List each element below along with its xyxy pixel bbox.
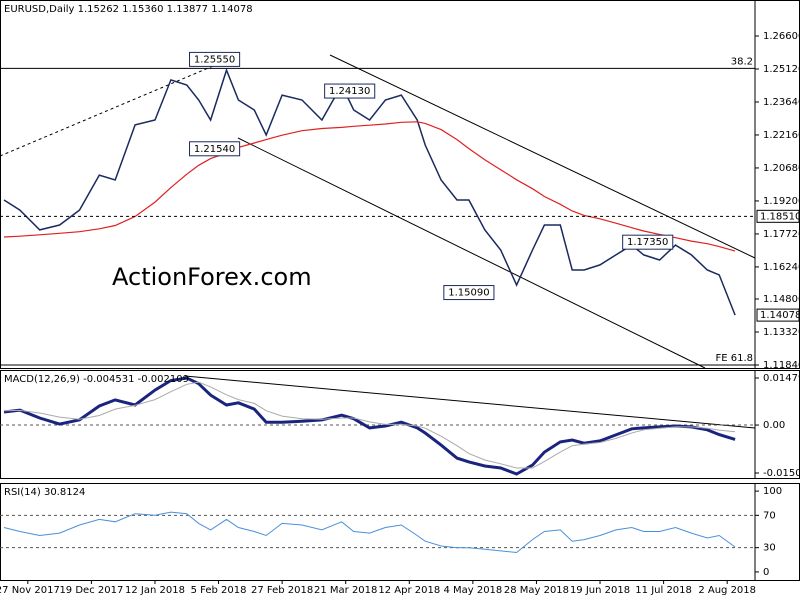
x-tick-label: 12 Jan 2018 <box>125 585 185 596</box>
x-tick-label: 19 Dec 2017 <box>59 585 123 596</box>
annotation-box <box>622 234 674 250</box>
y-tick-label: 1.16240 <box>763 262 800 273</box>
x-tick-label: 27 Nov 2017 <box>0 585 60 596</box>
y-tick-label: -0.01509 <box>763 468 800 479</box>
level-label: 38.2 <box>731 56 753 67</box>
annotation-label: 1.25550 <box>194 54 235 65</box>
x-tick-label: 21 Mar 2018 <box>314 585 377 596</box>
y-tick-label: 1.26600 <box>763 31 800 42</box>
annotation-box <box>189 51 241 67</box>
x-tick-label: 4 May 2018 <box>443 585 502 596</box>
price-label-box <box>756 308 800 322</box>
channel-line <box>237 137 706 369</box>
series-line <box>3 67 736 316</box>
channel-line <box>329 54 756 259</box>
series-line <box>3 381 736 469</box>
series-line <box>3 121 736 252</box>
y-tick-label: 100 <box>763 486 782 497</box>
y-tick-label: 0.01479 <box>763 373 800 384</box>
macd-trendline <box>184 375 756 429</box>
price-label-box <box>756 209 800 223</box>
price-label: 1.18510 <box>760 211 800 222</box>
watermark: ActionForex.com <box>112 263 312 291</box>
y-tick-label: 0 <box>763 567 769 578</box>
annotation-label: 1.24130 <box>329 86 370 97</box>
y-tick-label: 1.17720 <box>763 229 800 240</box>
y-tick-label: 1.25120 <box>763 64 800 75</box>
y-tick-label: 1.19200 <box>763 196 800 207</box>
annotation-label: 1.21540 <box>194 144 235 155</box>
panel-title: EURUSD,Daily 1.15262 1.15360 1.13877 1.1… <box>4 4 253 15</box>
panel-title: MACD(12,26,9) -0.004531 -0.002109 <box>4 374 189 385</box>
annotation-box <box>443 285 495 301</box>
x-tick-label: 19 Jun 2018 <box>570 585 630 596</box>
annotation-box <box>324 83 376 99</box>
x-tick-label: 2 Aug 2018 <box>698 585 756 596</box>
y-tick-label: 0.00 <box>763 420 785 431</box>
annotation-label: 1.15090 <box>448 288 489 299</box>
y-tick-label: 1.13320 <box>763 327 800 338</box>
x-tick-label: 5 Feb 2018 <box>191 585 247 596</box>
panel-title: RSI(14) 30.8124 <box>4 487 85 498</box>
x-tick-label: 12 Apr 2018 <box>378 585 440 596</box>
x-tick-label: 11 Jul 2018 <box>635 585 692 596</box>
x-tick-label: 27 Feb 2018 <box>251 585 313 596</box>
y-tick-label: 1.23640 <box>763 97 800 108</box>
annotation-box <box>189 141 241 157</box>
y-tick-label: 70 <box>763 510 776 521</box>
series-line <box>3 511 736 554</box>
level-label: FE 61.8 <box>715 353 753 364</box>
y-tick-label: 1.20680 <box>763 163 800 174</box>
y-tick-label: 1.14800 <box>763 294 800 305</box>
annotation-label: 1.17350 <box>627 237 668 248</box>
price-label: 1.14078 <box>760 310 800 321</box>
y-tick-label: 30 <box>763 543 776 554</box>
y-tick-label: 1.22160 <box>763 130 800 141</box>
y-tick-label: 1.11840 <box>763 360 800 371</box>
x-tick-label: 28 May 2018 <box>504 585 569 596</box>
